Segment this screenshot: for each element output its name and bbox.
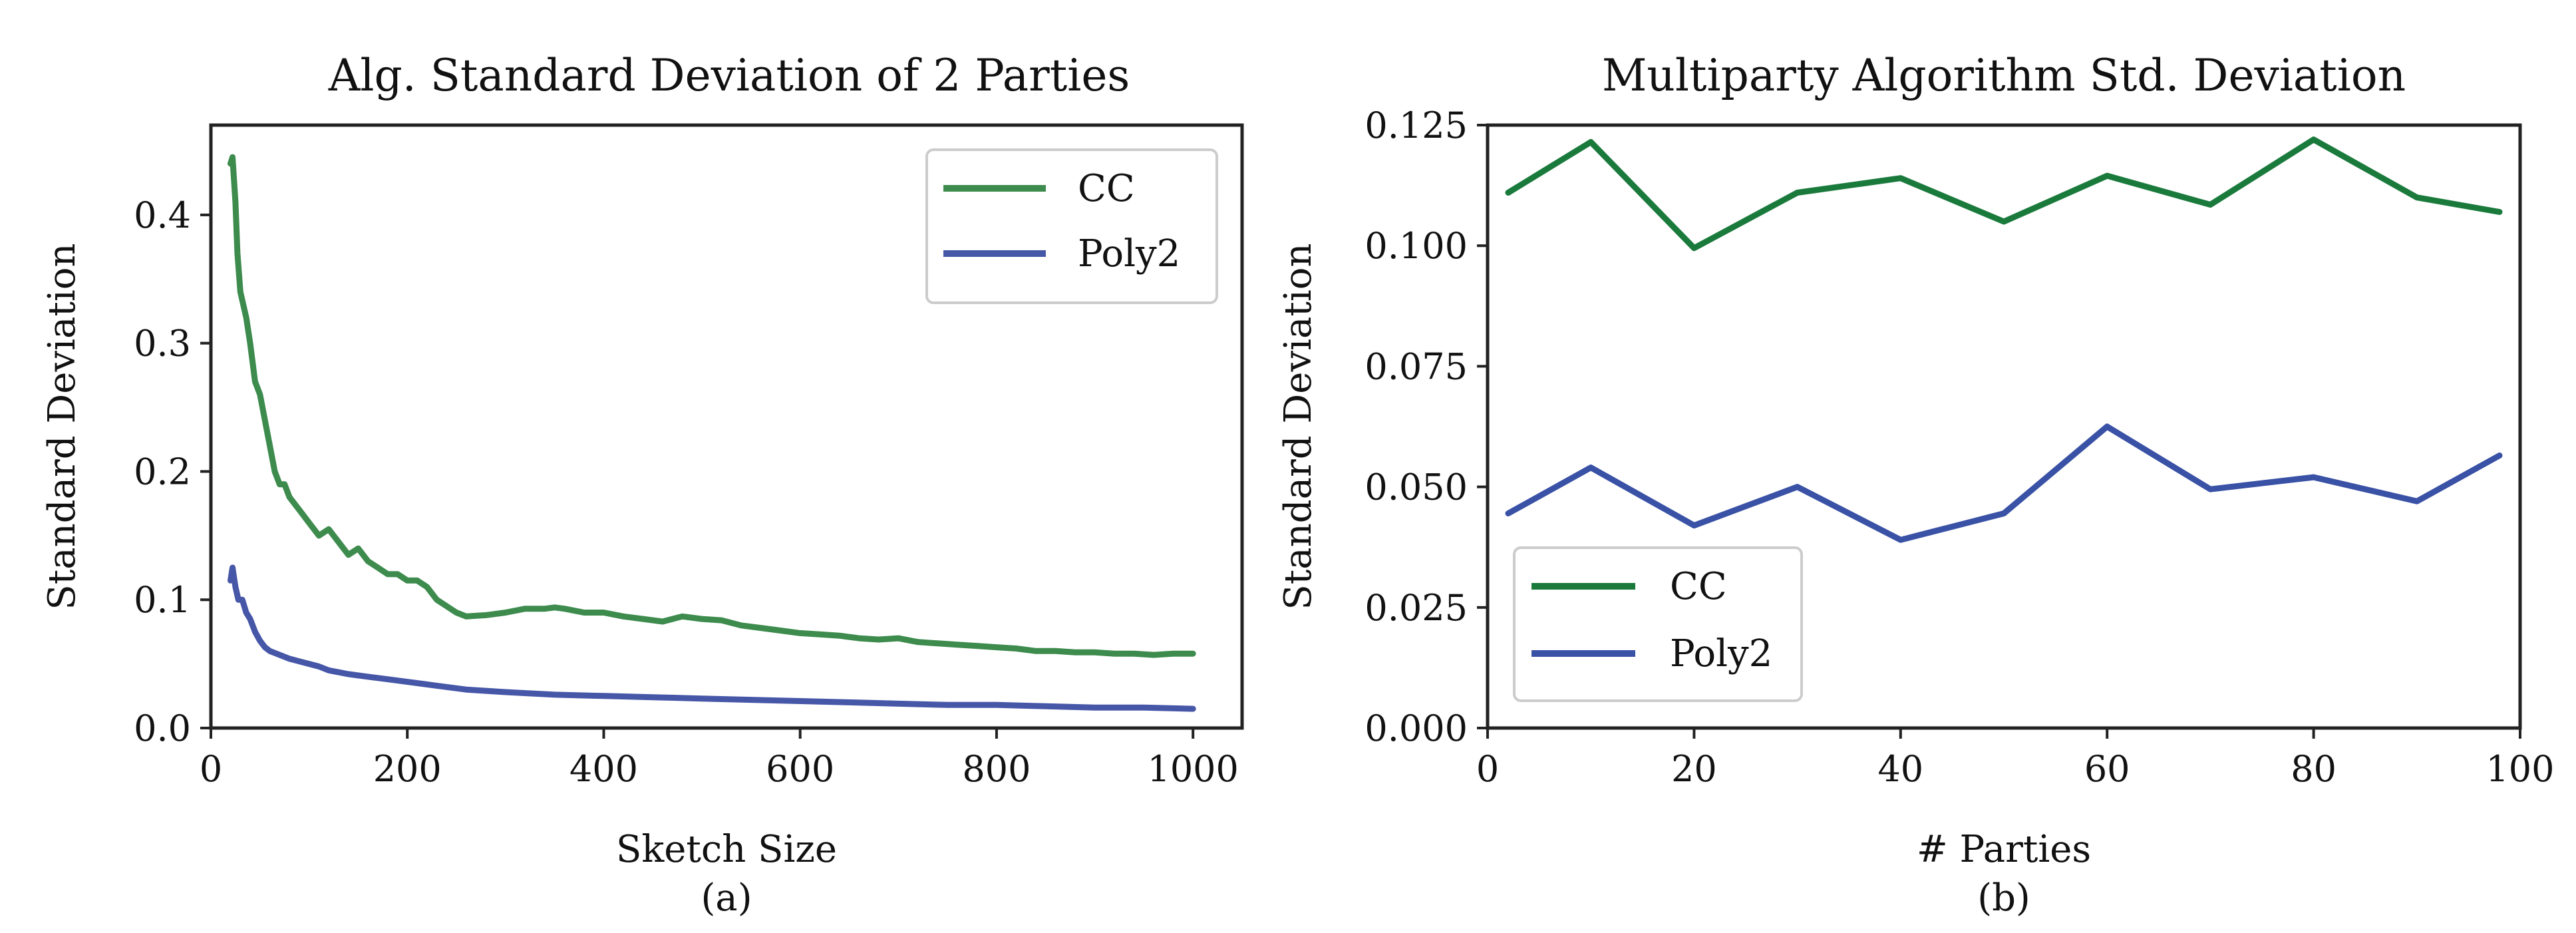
chart-a-ytick-label: 0.1 <box>134 579 191 621</box>
chart-b-ytick-label: 0.125 <box>1365 104 1468 146</box>
chart-a-xtick-label: 800 <box>962 748 1031 790</box>
chart-a-ytick-label: 0.4 <box>134 194 191 236</box>
chart-a: Alg. Standard Deviation of 2 Parties 0 20… <box>41 50 1244 920</box>
chart-a-title: Alg. Standard Deviation of 2 Parties <box>328 50 1130 101</box>
chart-a-ytick-label: 0.0 <box>134 707 191 749</box>
chart-a-series <box>228 154 1196 712</box>
chart-b-series-cc-line <box>1505 136 2503 252</box>
chart-a-xtick-label: 200 <box>373 748 442 790</box>
chart-a-ytick-label: 0.3 <box>134 323 191 365</box>
chart-a-ticks: 0 200 400 600 800 1000 0.0 0.1 0.2 0.3 0.4 <box>134 194 1239 790</box>
chart-b-xtick-label: 40 <box>1877 748 1923 790</box>
chart-b-xlabel: # Parties <box>1917 828 2091 871</box>
chart-a-legend: CC Poly2 <box>925 148 1218 304</box>
chart-b-xtick-label: 100 <box>2486 748 2554 790</box>
chart-b-legend-box <box>1513 546 1803 702</box>
chart-b: Multiparty Algorithm Std. Deviation 0 20 4… <box>1277 50 2555 920</box>
chart-b-xtick-label: 80 <box>2291 748 2336 790</box>
chart-a-ytick-label: 0.2 <box>134 451 191 492</box>
chart-b-legend: CC Poly2 <box>1513 546 1803 702</box>
chart-b-sublabel: (b) <box>1977 876 2030 920</box>
chart-b-ticks: 0 20 40 60 80 100 0.000 0.025 0.050 0.075 0.100 0.1… <box>1365 104 2554 790</box>
chart-b-ytick-label: 0.050 <box>1365 466 1468 508</box>
chart-b-ytick-label: 0.100 <box>1365 225 1468 267</box>
chart-a-xtick-label: 600 <box>766 748 834 790</box>
chart-a-xtick-label: 0 <box>200 748 222 790</box>
chart-a-legend-poly2-label: Poly2 <box>1078 232 1180 276</box>
chart-b-legend-poly2-label: Poly2 <box>1670 632 1772 675</box>
chart-b-xtick-label: 20 <box>1671 748 1717 790</box>
chart-b-ytick-label: 0.000 <box>1365 707 1468 749</box>
chart-b-ytick-label: 0.025 <box>1365 587 1468 629</box>
chart-b-legend-cc-label: CC <box>1670 565 1727 608</box>
chart-b-xtick-label: 60 <box>2084 748 2130 790</box>
chart-a-series-poly2-line <box>228 564 1196 712</box>
chart-a-ylabel: Standard Deviation <box>41 243 84 610</box>
chart-b-xtick-label: 0 <box>1476 748 1499 790</box>
chart-b-ytick-label: 0.075 <box>1365 345 1468 387</box>
chart-a-xtick-label: 1000 <box>1147 748 1238 790</box>
chart-b-ylabel: Standard Deviation <box>1277 243 1320 610</box>
chart-b-series <box>1505 136 2503 543</box>
chart-a-xlabel: Sketch Size <box>616 828 837 871</box>
chart-b-plot-frame <box>1486 123 2522 730</box>
chart-a-plot-frame <box>209 123 1244 730</box>
chart-a-series-cc-line <box>228 154 1196 658</box>
chart-a-legend-cc-label: CC <box>1078 167 1135 210</box>
chart-a-sublabel: (a) <box>701 876 752 920</box>
chart-a-legend-box <box>925 148 1218 304</box>
chart-b-title: Multiparty Algorithm Std. Deviation <box>1602 50 2406 101</box>
chart-a-xtick-label: 400 <box>569 748 638 790</box>
chart-b-series-poly2-line <box>1505 423 2503 543</box>
